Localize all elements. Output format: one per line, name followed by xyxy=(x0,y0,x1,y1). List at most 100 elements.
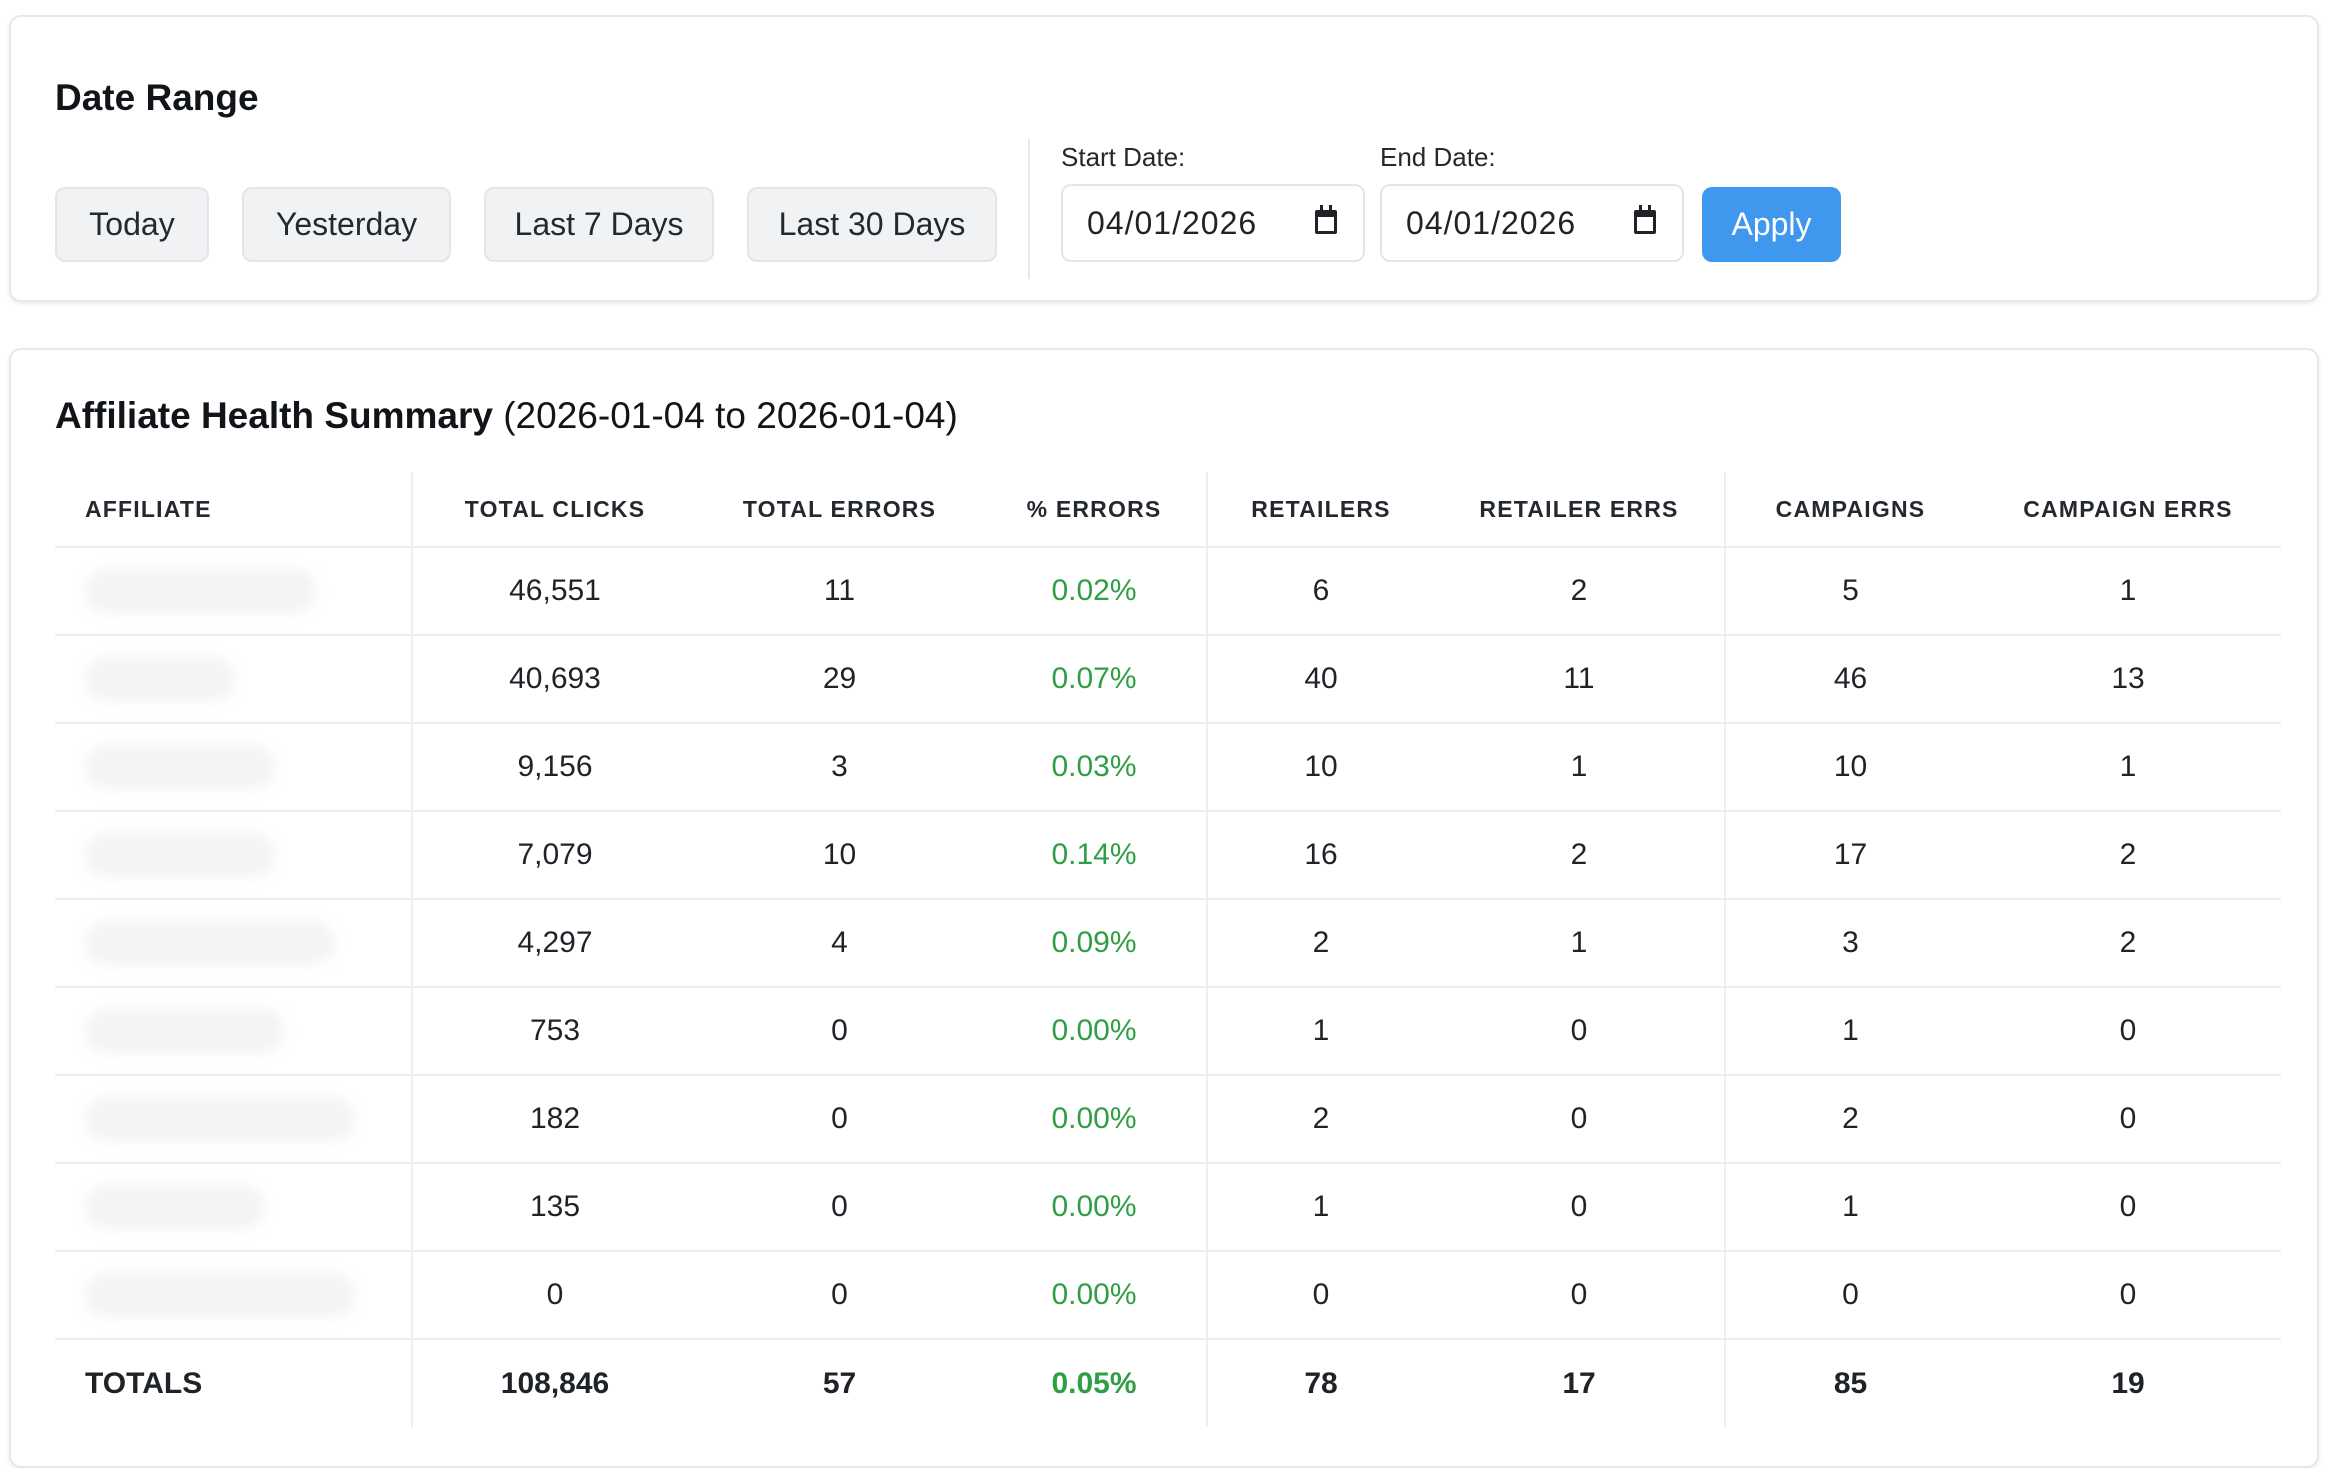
table-row[interactable]: 135 0 0.00% 1 0 1 0 xyxy=(55,1163,2281,1252)
totals-label: TOTALS xyxy=(55,1339,413,1427)
campaigns-cell: 1 xyxy=(1725,987,1975,1076)
campaign-errs-cell: 0 xyxy=(1975,1251,2281,1340)
column-header-total-clicks[interactable]: TOTAL CLICKS xyxy=(412,472,697,548)
divider xyxy=(1028,139,1030,279)
retailer-errs-cell: 0 xyxy=(1434,1163,1726,1252)
last-30-days-button[interactable]: Last 30 Days xyxy=(747,187,997,262)
table-row[interactable]: 182 0 0.00% 2 0 2 0 xyxy=(55,1075,2281,1164)
errors-cell: 0 xyxy=(697,1163,982,1252)
affiliate-name-redacted xyxy=(85,921,335,965)
affiliate-name-redacted xyxy=(85,1273,355,1317)
total-retailers-cell: 78 xyxy=(1304,1366,1338,1400)
table-body: 46,551 11 0.02% 6 2 5 1 40,693 29 0.07% 40 11 46 13 9,… xyxy=(55,547,2281,1427)
yesterday-button[interactable]: Yesterday xyxy=(242,187,451,262)
clicks-cell: 753 xyxy=(412,987,697,1076)
calendar-icon[interactable] xyxy=(1315,205,1337,234)
column-header-affiliate[interactable]: AFFILIATE xyxy=(55,472,413,548)
column-header-campaign-errs[interactable]: CAMPAIGN ERRS xyxy=(1975,472,2281,548)
end-date-value: 04/01/2026 xyxy=(1406,204,1577,241)
errors-cell: 10 xyxy=(697,811,982,900)
table-row[interactable]: 46,551 11 0.02% 6 2 5 1 xyxy=(55,547,2281,636)
retailers-cell: 40 xyxy=(1207,635,1434,724)
date-range-title: Date Range xyxy=(55,77,259,118)
calendar-icon[interactable] xyxy=(1634,205,1656,234)
clicks-cell: 7,079 xyxy=(412,811,697,900)
pct-cell: 0.00% xyxy=(982,1075,1208,1164)
total-errors-cell: 57 xyxy=(822,1366,857,1400)
campaigns-cell: 1 xyxy=(1725,1163,1975,1252)
campaign-errs-cell: 2 xyxy=(1975,811,2281,900)
errors-cell: 11 xyxy=(697,547,982,636)
affiliate-cell xyxy=(55,1075,413,1164)
table-row[interactable]: 4,297 4 0.09% 2 1 3 2 xyxy=(55,899,2281,988)
retailer-errs-cell: 2 xyxy=(1434,811,1726,900)
retailer-errs-cell: 1 xyxy=(1434,723,1726,812)
column-header-retailers[interactable]: RETAILERS xyxy=(1207,472,1434,548)
total-campaigns-cell: 85 xyxy=(1833,1366,1868,1400)
total-retailer-errs-cell: 17 xyxy=(1434,1339,1726,1427)
column-header-total-errors[interactable]: TOTAL ERRORS xyxy=(697,472,982,548)
affiliate-name-redacted xyxy=(85,1097,355,1141)
end-date-label: End Date: xyxy=(1380,142,1496,172)
clicks-cell: 182 xyxy=(412,1075,697,1164)
summary-date-range: (2026-01-04 to 2026-01-04) xyxy=(503,395,958,436)
summary-title-text: Affiliate Health Summary xyxy=(55,395,493,436)
campaign-errs-cell: 1 xyxy=(1975,547,2281,636)
retailer-errs-cell: 0 xyxy=(1434,1251,1726,1340)
affiliate-name-redacted xyxy=(85,745,275,789)
campaign-errs-cell: 0 xyxy=(1975,987,2281,1076)
column-header-campaigns[interactable]: CAMPAIGNS xyxy=(1725,472,1975,548)
table-row[interactable]: 9,156 3 0.03% 10 1 10 1 xyxy=(55,723,2281,812)
pct-cell: 0.07% xyxy=(982,635,1208,724)
total-pct-cell: 0.05% xyxy=(982,1339,1208,1427)
campaign-errs-cell: 13 xyxy=(1975,635,2281,724)
column-header-pct-errors[interactable]: % ERRORS xyxy=(982,472,1208,548)
apply-button[interactable]: Apply xyxy=(1702,187,1841,262)
start-date-value: 04/01/2026 xyxy=(1087,204,1258,241)
affiliate-name-redacted xyxy=(85,569,317,613)
total-campaign-errs-cell: 19 xyxy=(2111,1366,2145,1400)
pct-cell: 0.02% xyxy=(982,547,1208,636)
retailers-cell: 0 xyxy=(1207,1251,1434,1340)
clicks-cell: 4,297 xyxy=(412,899,697,988)
affiliate-cell xyxy=(55,547,413,636)
campaign-errs-cell: 1 xyxy=(1975,723,2281,812)
start-date-label: Start Date: xyxy=(1061,142,1186,172)
clicks-cell: 135 xyxy=(412,1163,697,1252)
today-button[interactable]: Today xyxy=(55,187,209,262)
affiliate-name-redacted xyxy=(85,657,235,701)
start-date-input[interactable]: 04/01/2026 xyxy=(1061,184,1365,262)
table-row[interactable]: 7,079 10 0.14% 16 2 17 2 xyxy=(55,811,2281,900)
campaigns-cell: 46 xyxy=(1725,635,1975,724)
affiliate-cell xyxy=(55,723,413,812)
date-range-panel: Date Range Today Yesterday Last 7 Days L… xyxy=(9,15,2319,302)
column-header-retailer-errs[interactable]: RETAILER ERRS xyxy=(1434,472,1726,548)
pct-cell: 0.03% xyxy=(982,723,1208,812)
retailer-errs-cell: 1 xyxy=(1434,899,1726,988)
pct-cell: 0.09% xyxy=(982,899,1208,988)
affiliate-cell xyxy=(55,811,413,900)
retailers-cell: 10 xyxy=(1207,723,1434,812)
table-row[interactable]: 40,693 29 0.07% 40 11 46 13 xyxy=(55,635,2281,724)
pct-cell: 0.14% xyxy=(982,811,1208,900)
errors-cell: 0 xyxy=(697,1075,982,1164)
end-date-input[interactable]: 04/01/2026 xyxy=(1380,184,1684,262)
errors-cell: 3 xyxy=(697,723,982,812)
clicks-cell: 40,693 xyxy=(412,635,697,724)
pct-cell: 0.00% xyxy=(982,1163,1208,1252)
errors-cell: 0 xyxy=(697,1251,982,1340)
total-clicks-cell: 108,846 xyxy=(500,1366,610,1400)
clicks-cell: 46,551 xyxy=(412,547,697,636)
last-7-days-button[interactable]: Last 7 Days xyxy=(484,187,714,262)
table-row[interactable]: 0 0 0.00% 0 0 0 0 xyxy=(55,1251,2281,1340)
affiliate-name-redacted xyxy=(85,833,275,877)
retailers-cell: 16 xyxy=(1207,811,1434,900)
summary-title: Affiliate Health Summary (2026-01-04 to … xyxy=(55,395,958,437)
retailers-cell: 1 xyxy=(1207,1163,1434,1252)
affiliate-name-redacted xyxy=(85,1185,265,1229)
affiliate-cell xyxy=(55,1163,413,1252)
totals-row: TOTALS 108,846 57 0.05% 78 17 85 19 xyxy=(55,1339,2281,1427)
affiliate-cell xyxy=(55,635,413,724)
table-row[interactable]: 753 0 0.00% 1 0 1 0 xyxy=(55,987,2281,1076)
campaigns-cell: 10 xyxy=(1725,723,1975,812)
